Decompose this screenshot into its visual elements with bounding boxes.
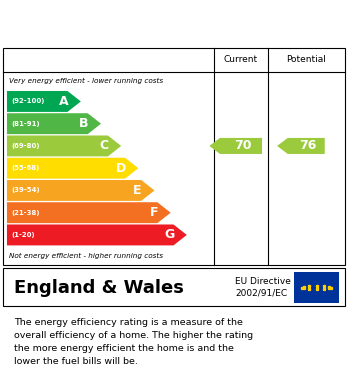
Text: Energy Efficiency Rating: Energy Efficiency Rating — [10, 14, 240, 32]
Text: England & Wales: England & Wales — [14, 278, 184, 297]
Polygon shape — [7, 136, 121, 156]
Text: A: A — [58, 95, 68, 108]
Text: (69-80): (69-80) — [11, 143, 40, 149]
Polygon shape — [7, 180, 155, 201]
Text: (1-20): (1-20) — [11, 232, 35, 238]
Polygon shape — [209, 138, 262, 154]
Text: Not energy efficient - higher running costs: Not energy efficient - higher running co… — [9, 253, 163, 258]
Text: Very energy efficient - lower running costs: Very energy efficient - lower running co… — [9, 78, 163, 84]
Text: F: F — [150, 206, 158, 219]
Text: G: G — [164, 228, 174, 241]
Text: EU Directive
2002/91/EC: EU Directive 2002/91/EC — [235, 277, 291, 298]
Polygon shape — [277, 138, 325, 154]
Text: (21-38): (21-38) — [11, 210, 40, 216]
Bar — [294, 272, 339, 303]
Text: C: C — [100, 140, 109, 152]
Polygon shape — [7, 202, 171, 223]
Text: B: B — [79, 117, 88, 130]
Text: Current: Current — [224, 56, 258, 65]
Text: The energy efficiency rating is a measure of the
overall efficiency of a home. T: The energy efficiency rating is a measur… — [14, 318, 253, 366]
Text: 70: 70 — [234, 140, 252, 152]
Text: Potential: Potential — [286, 56, 326, 65]
Polygon shape — [7, 224, 187, 246]
Polygon shape — [7, 113, 101, 134]
Text: 76: 76 — [299, 140, 317, 152]
Text: E: E — [133, 184, 142, 197]
Text: (39-54): (39-54) — [11, 187, 40, 194]
Text: (92-100): (92-100) — [11, 99, 45, 104]
Polygon shape — [7, 91, 81, 112]
Text: (55-68): (55-68) — [11, 165, 39, 171]
Text: D: D — [116, 162, 126, 175]
Text: (81-91): (81-91) — [11, 121, 40, 127]
Polygon shape — [7, 158, 139, 179]
